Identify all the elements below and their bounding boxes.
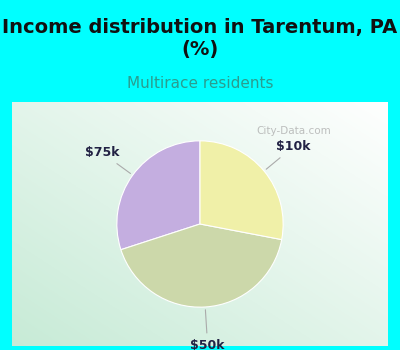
Text: City-Data.com: City-Data.com bbox=[257, 126, 331, 136]
Text: $75k: $75k bbox=[85, 146, 130, 174]
Text: $50k: $50k bbox=[190, 310, 225, 350]
Wedge shape bbox=[200, 141, 283, 240]
Text: Multirace residents: Multirace residents bbox=[127, 76, 273, 91]
Text: $10k: $10k bbox=[266, 140, 311, 169]
Wedge shape bbox=[117, 141, 200, 250]
Wedge shape bbox=[121, 224, 282, 307]
Text: Income distribution in Tarentum, PA
(%): Income distribution in Tarentum, PA (%) bbox=[2, 18, 398, 59]
